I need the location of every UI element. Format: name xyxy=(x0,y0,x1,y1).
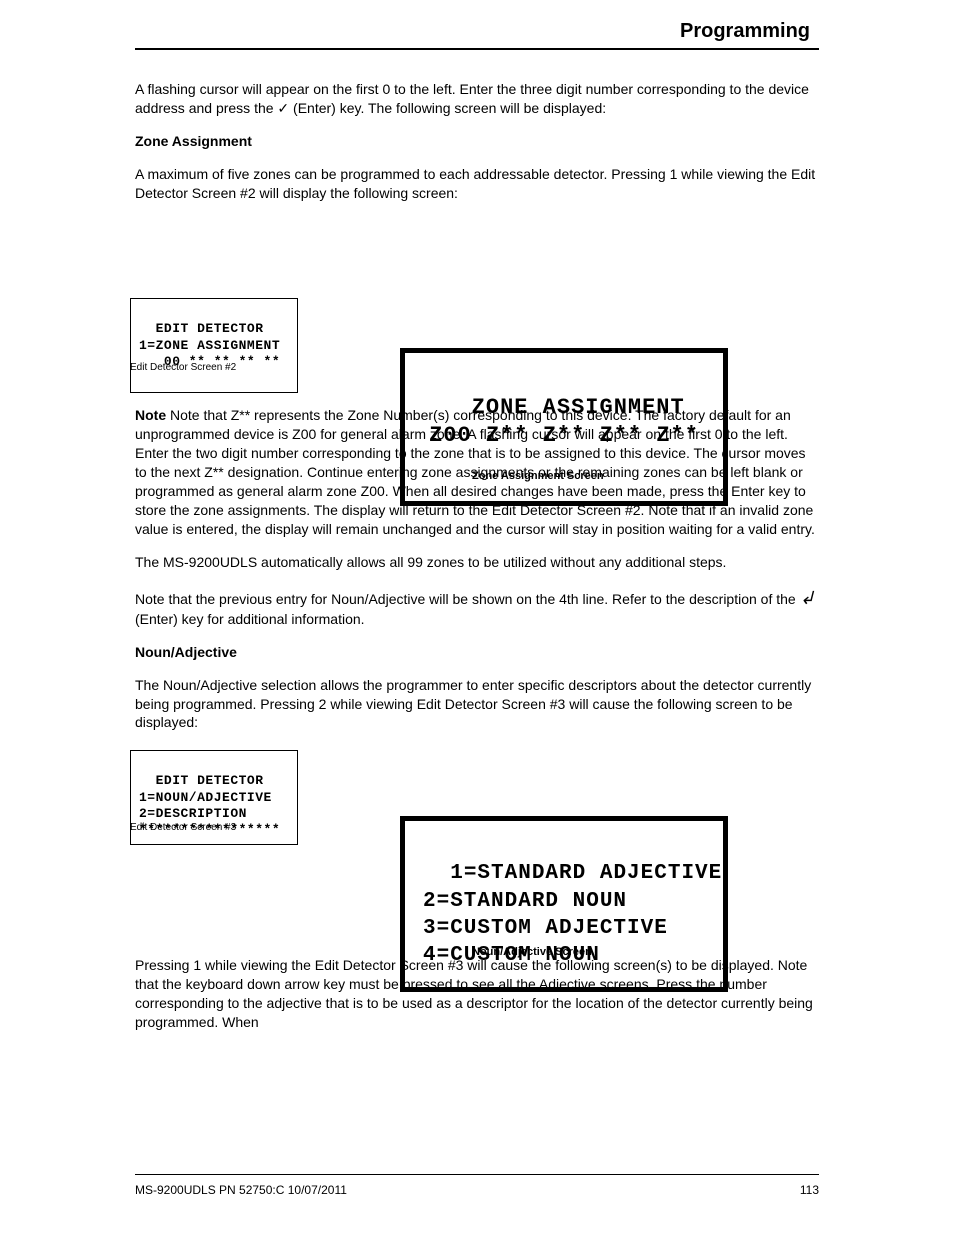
page-title: Programming xyxy=(680,20,810,43)
lcd-big-zone-text: ZONE ASSIGNMENT Z00 Z** Z** Z** Z** xyxy=(429,395,699,449)
note-text-1: Note that the previous entry for Noun/Ad… xyxy=(135,591,800,607)
caption-zone-small: Edit Detector Screen #2 xyxy=(130,362,236,373)
intro-text-2: (Enter) key. The following screen will b… xyxy=(293,100,606,116)
footer-page-number: 113 xyxy=(800,1183,819,1197)
lcd-big-noun: 1=STANDARD ADJECTIVE 2=STANDARD NOUN 3=C… xyxy=(400,816,728,992)
lcd-small-zone: EDIT DETECTOR 1=ZONE ASSIGNMENT 00 ** **… xyxy=(130,298,298,393)
header-rule xyxy=(135,48,819,50)
footer-rule xyxy=(135,1174,819,1175)
section-zone-title: Zone Assignment xyxy=(135,132,819,151)
section-noun-title: Noun/Adjective xyxy=(135,643,819,662)
caption-zone-big: Zone Assignment Screen xyxy=(472,470,604,482)
zone-paragraph-1: A maximum of five zones can be programme… xyxy=(135,165,819,203)
intro-paragraph: A flashing cursor will appear on the fir… xyxy=(135,80,819,118)
enter-symbol-icon: ↲ xyxy=(800,588,815,608)
check-icon: ✓ xyxy=(277,100,289,116)
note-text-2: (Enter) key for additional information. xyxy=(135,611,365,627)
note-paragraph: Note that the previous entry for Noun/Ad… xyxy=(135,586,819,629)
noun-paragraph-1: The Noun/Adjective selection allows the … xyxy=(135,676,819,733)
caption-noun-big: Noun/Adjective Screen xyxy=(472,946,592,958)
footer-doc-id: MS-9200UDLS PN 52750:C 10/07/2011 xyxy=(135,1183,347,1197)
lcd-big-zone: ZONE ASSIGNMENT Z00 Z** Z** Z** Z** xyxy=(400,348,728,506)
note-label: Note xyxy=(135,407,166,423)
zone-paragraph-3: The MS-9200UDLS automatically allows all… xyxy=(135,553,819,572)
caption-noun-small: Edit Detector Screen #3 xyxy=(130,822,236,833)
